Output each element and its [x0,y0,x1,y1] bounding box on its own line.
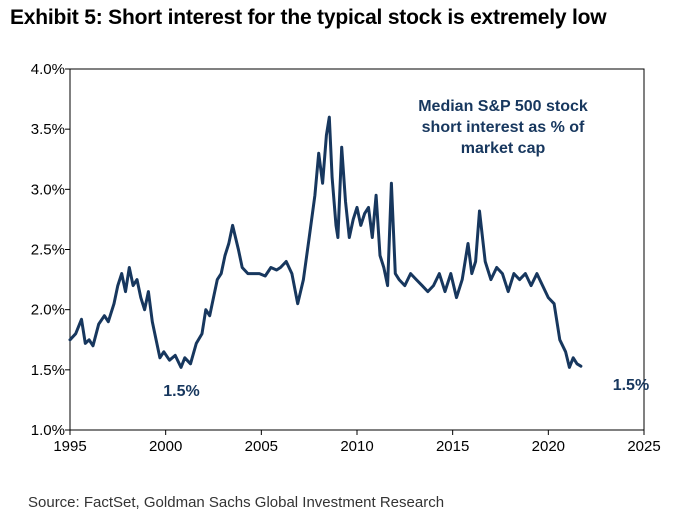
low-2000-label: 1.5% [163,383,199,400]
x-tick-label: 2020 [532,438,565,455]
series-description-label: short interest as % of [422,119,585,136]
y-tick-label: 3.5% [31,121,65,138]
chart-annotations: Median S&P 500 stock short interest as % … [163,98,649,400]
series-description-label: market cap [461,140,546,157]
y-tick-label: 2.0% [31,302,65,319]
series-line [68,115,583,369]
chart-title: Exhibit 5: Short interest for the typica… [10,6,607,29]
y-tick-label: 4.0% [31,61,65,78]
x-tick-label: 2005 [245,438,278,455]
x-tick-label: 2010 [340,438,373,455]
source-note: Source: FactSet, Goldman Sachs Global In… [28,494,445,511]
chart-axes: 1.0% 1.5% 2.0% 2.5% 3.0% 3.5% 4.0% 1995 2000 2005… [31,61,661,455]
chart-series [68,115,583,369]
y-tick-label: 3.0% [31,181,65,198]
y-tick-label: 2.5% [31,242,65,259]
x-tick-label: 2015 [436,438,469,455]
series-description-label: Median S&P 500 stock [418,98,588,115]
x-tick-label: 1995 [53,438,86,455]
x-tick-label: 2000 [149,438,182,455]
latest-value-label: 1.5% [613,377,649,394]
y-tick-label: 1.0% [31,422,65,439]
x-tick-label: 2025 [627,438,660,455]
y-tick-label: 1.5% [31,362,65,379]
